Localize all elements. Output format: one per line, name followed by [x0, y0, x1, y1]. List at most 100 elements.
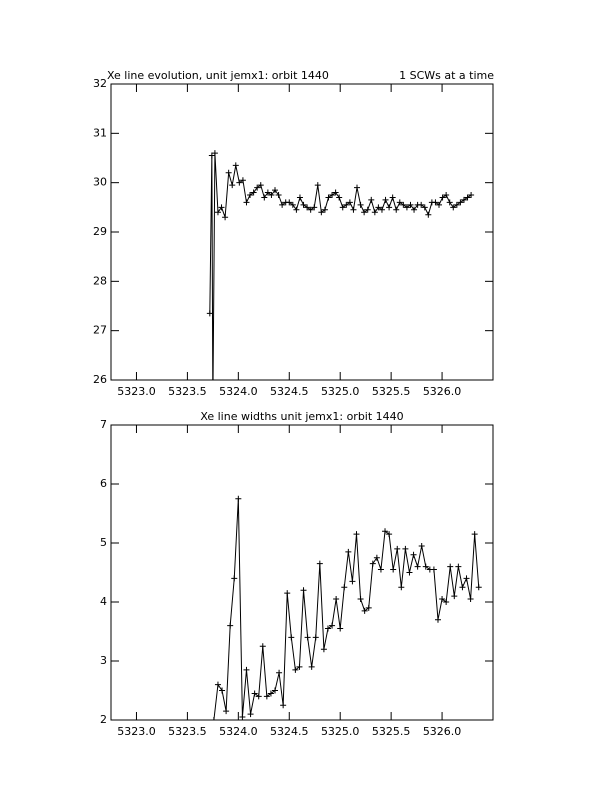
data-point [400, 201, 407, 208]
data-point [386, 204, 393, 211]
data-point [382, 196, 389, 203]
x-tick-label: 5323.0 [117, 725, 156, 738]
data-point [247, 711, 254, 718]
data-point [272, 687, 279, 694]
data-point [223, 708, 230, 715]
data-point [357, 201, 364, 208]
data-point [214, 681, 221, 688]
data-point [357, 596, 364, 603]
chart-subtitle: 1 SCWs at a time [399, 69, 494, 82]
data-point [227, 622, 234, 629]
data-point [414, 563, 421, 570]
data-point [389, 194, 396, 201]
data-point [243, 666, 250, 673]
data-point [467, 596, 474, 603]
data-point [296, 663, 303, 670]
data-point [232, 162, 239, 169]
data-point [398, 584, 405, 591]
data-point [393, 206, 400, 213]
data-point [275, 192, 282, 198]
data-point [349, 578, 356, 585]
data-point [406, 569, 413, 576]
data-point [371, 209, 378, 216]
data-point [308, 663, 315, 670]
plot-area [210, 495, 482, 720]
data-point [206, 310, 213, 317]
data-point [300, 587, 307, 594]
data-point [361, 607, 368, 614]
data-point [377, 566, 384, 573]
data-point [475, 584, 482, 591]
data-point [219, 687, 226, 694]
y-tick-label: 29 [93, 225, 107, 238]
x-tick-label: 5324.5 [270, 725, 309, 738]
data-point [361, 209, 368, 216]
data-point [254, 184, 261, 191]
data-point [314, 182, 321, 189]
y-tick-label: 5 [100, 536, 107, 549]
data-point [264, 189, 271, 196]
data-point [208, 152, 215, 159]
data-point [300, 201, 307, 208]
data-point [468, 192, 475, 198]
data-point [318, 209, 325, 216]
x-tick-label: 5325.0 [321, 725, 360, 738]
data-point [292, 666, 299, 673]
data-point [337, 625, 344, 632]
x-tick-label: 5324.0 [219, 385, 258, 398]
data-point [345, 548, 352, 555]
data-point [425, 211, 432, 218]
data-point [250, 189, 257, 196]
y-tick-label: 26 [93, 373, 107, 386]
x-tick-label: 5326.0 [423, 385, 462, 398]
data-point [418, 542, 425, 549]
data-point [407, 201, 414, 208]
data-point [403, 204, 410, 211]
data-point [368, 196, 375, 203]
data-point [235, 495, 242, 502]
data-point [247, 192, 254, 198]
data-point [422, 563, 429, 570]
data-point [296, 194, 303, 201]
data-point [214, 209, 221, 216]
data-point [239, 714, 246, 720]
data-point [289, 201, 296, 208]
data-point [447, 563, 454, 570]
data-point [443, 192, 450, 198]
data-point [382, 528, 389, 535]
data-point [329, 192, 336, 198]
data-point [436, 201, 443, 208]
data-point [222, 214, 229, 221]
y-tick-label: 2 [100, 713, 107, 726]
data-point [320, 646, 327, 653]
data-point [390, 566, 397, 573]
data-point [369, 560, 376, 567]
data-point [451, 593, 458, 600]
x-tick-label: 5324.5 [270, 385, 309, 398]
data-point [325, 194, 332, 201]
data-point [332, 189, 339, 196]
plot-frame [110, 424, 494, 721]
data-point [231, 575, 238, 582]
data-point [229, 182, 236, 189]
data-point [218, 204, 225, 211]
data-point [464, 194, 471, 201]
data-point [307, 206, 314, 213]
data-point [353, 531, 360, 538]
data-point [453, 201, 460, 208]
data-point [460, 196, 467, 203]
data-point [375, 204, 382, 211]
data-point [430, 566, 437, 573]
data-point [251, 690, 258, 697]
data-point [329, 622, 336, 629]
data-point [211, 150, 218, 157]
x-tick-label: 5325.0 [321, 385, 360, 398]
x-tick-label: 5323.5 [168, 725, 207, 738]
data-point [354, 184, 361, 191]
data-point [293, 206, 300, 213]
y-tick-label: 6 [100, 477, 107, 490]
data-point [316, 560, 323, 567]
y-tick-label: 28 [93, 274, 107, 287]
data-point [364, 206, 371, 213]
